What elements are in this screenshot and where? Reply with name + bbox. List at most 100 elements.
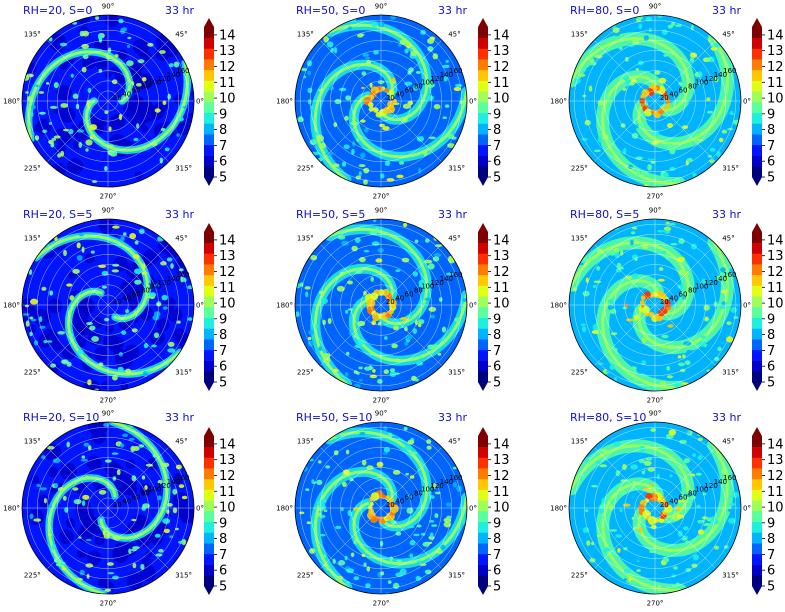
- convective-cell: [610, 332, 618, 336]
- convective-cell: [166, 257, 173, 262]
- convective-cell: [319, 142, 326, 149]
- convective-cell: [581, 326, 587, 333]
- convective-cell: [618, 46, 623, 50]
- convective-cell: [412, 328, 418, 334]
- angular-gridline: [380, 304, 442, 366]
- cell-blob: [30, 475, 40, 485]
- colorbar-segment: [478, 91, 488, 103]
- convective-cell: [632, 480, 637, 485]
- convective-cell: [98, 33, 103, 41]
- convective-cell: [164, 147, 170, 152]
- convective-cell: [390, 520, 397, 525]
- angle-tick-label: 225°: [571, 572, 588, 580]
- colorbar-segment: [752, 166, 762, 178]
- cell-blob: [51, 340, 63, 351]
- colorbar-segment: [752, 360, 762, 372]
- convective-cell: [104, 459, 112, 463]
- convective-cell: [50, 363, 56, 368]
- convective-cell: [111, 269, 120, 273]
- angle-tick-label: 45°: [175, 234, 187, 242]
- colorbar-segment: [204, 296, 214, 308]
- polar-frame: [21, 14, 195, 188]
- colorbar-segment: [752, 564, 762, 576]
- convective-cell: [657, 278, 665, 282]
- convective-cell: [116, 469, 121, 476]
- radial-tick-label: 120: [430, 279, 443, 287]
- convective-cell: [307, 336, 312, 341]
- rainband-core: [352, 293, 467, 363]
- colorbar-segment: [752, 468, 762, 480]
- convective-cell: [135, 83, 142, 87]
- convective-cell: [132, 546, 140, 550]
- angular-gridline: [320, 244, 382, 306]
- cell-blob: [36, 119, 52, 135]
- convective-cell: [345, 449, 350, 455]
- angle-tick-label: 0°: [196, 505, 204, 513]
- convective-cell: [86, 101, 92, 108]
- convective-cell: [141, 271, 146, 275]
- rainband-core: [637, 240, 729, 350]
- angle-tick-label: 270°: [373, 397, 390, 405]
- convective-cell: [710, 271, 716, 277]
- angular-gridline: [594, 304, 656, 366]
- convective-cell: [354, 344, 362, 349]
- convective-cell: [622, 87, 627, 92]
- convective-cell: [641, 337, 647, 344]
- convective-cell: [669, 148, 676, 155]
- convective-cell: [627, 152, 633, 160]
- convective-cell: [307, 70, 312, 76]
- colorbar-segment: [752, 27, 762, 39]
- rainband-core: [84, 61, 189, 152]
- eyewall-cell: [368, 106, 374, 112]
- convective-cell: [633, 377, 638, 383]
- angle-tick-label: 270°: [100, 600, 117, 608]
- convective-cell: [358, 378, 363, 382]
- cell-blob: [172, 473, 184, 485]
- eyewall-cell: [665, 103, 671, 109]
- convective-cell: [424, 259, 433, 264]
- cell-blob: [95, 57, 109, 70]
- colorbar-tick-label: 5: [219, 171, 227, 186]
- convective-cell: [677, 284, 684, 290]
- convective-cell: [359, 431, 366, 436]
- cell-blob: [118, 75, 126, 83]
- convective-cell: [622, 503, 631, 507]
- convective-cell: [22, 313, 30, 316]
- angular-gridline: [107, 304, 169, 366]
- colorbar-segment: [204, 521, 214, 533]
- convective-cell: [306, 521, 311, 525]
- cell-blob: [140, 565, 156, 582]
- convective-cell: [361, 86, 365, 90]
- convective-cell: [153, 332, 160, 339]
- convective-cell: [666, 366, 671, 371]
- convective-cell: [48, 533, 52, 536]
- angle-tick-label: 180°: [3, 98, 20, 106]
- colorbar-segment: [752, 446, 762, 458]
- panel-time: 33 hr: [712, 4, 741, 17]
- convective-cell: [389, 368, 396, 373]
- angle-tick-label: 0°: [469, 98, 477, 106]
- colorbar-segment: [204, 144, 214, 156]
- colorbar-tick-label: 9: [767, 312, 775, 327]
- radial-tick-label: 80: [141, 490, 150, 498]
- colorbar-tick-label: 12: [767, 469, 784, 484]
- convective-cell: [33, 518, 42, 522]
- colorbar-segment: [752, 102, 762, 114]
- convective-cell: [663, 172, 669, 178]
- convective-cell: [650, 524, 657, 530]
- convective-cell: [597, 137, 602, 143]
- cell-blob: [76, 549, 86, 558]
- radial-tick-label: 60: [132, 290, 141, 298]
- convective-cell: [685, 568, 692, 572]
- cell-blob: [104, 460, 121, 477]
- convective-cell: [159, 157, 163, 164]
- convective-cell: [709, 147, 716, 152]
- convective-cell: [669, 34, 677, 41]
- convective-cell: [371, 22, 378, 28]
- colorbar-segment: [752, 553, 762, 565]
- colorbar-tick-label: 5: [219, 580, 227, 595]
- radial-tick-label: 100: [421, 79, 434, 87]
- convective-cell: [392, 102, 400, 105]
